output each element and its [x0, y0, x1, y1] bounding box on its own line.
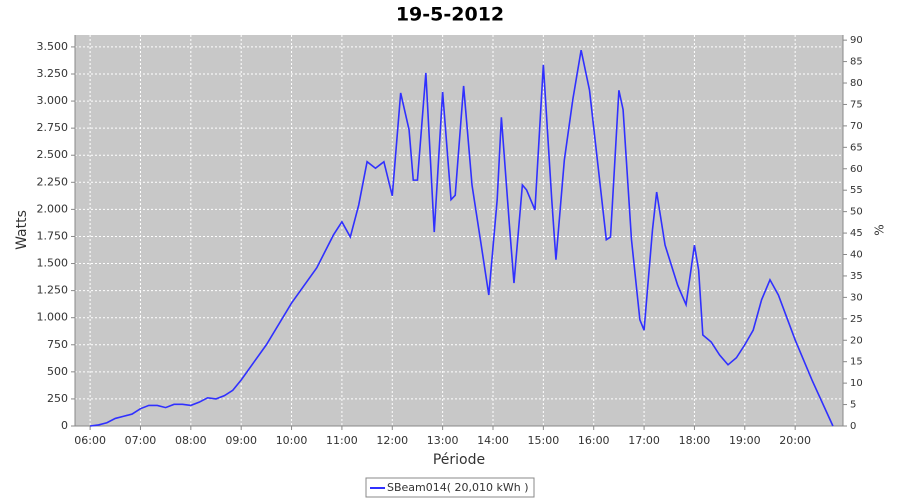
y2-tick-label: 40 [850, 250, 863, 261]
legend-label: SBeam014( 20,010 kWh ) [387, 481, 529, 494]
x-tick-label: 16:00 [578, 434, 610, 447]
y2-tick-label: 15 [850, 357, 863, 368]
y2-tick-label: 5 [850, 400, 856, 411]
y-tick-label: 2.250 [37, 175, 69, 188]
x-tick-label: 18:00 [679, 434, 711, 447]
y2-tick-label: 45 [850, 228, 863, 239]
y2-tick-label: 80 [850, 78, 863, 89]
y2-tick-label: 25 [850, 314, 863, 325]
y2-tick-label: 75 [850, 99, 863, 110]
y-tick-label: 750 [47, 338, 68, 351]
y2-tick-label: 35 [850, 271, 863, 282]
y2-tick-label: 20 [850, 335, 863, 346]
x-tick-label: 11:00 [326, 434, 358, 447]
y-tick-label: 0 [61, 419, 68, 432]
x-tick-label: 17:00 [628, 434, 660, 447]
y-tick-label: 2.500 [37, 148, 69, 161]
data-line [90, 49, 834, 427]
x-tick-label: 15:00 [528, 434, 560, 447]
y-tick-label: 3.500 [37, 40, 69, 53]
x-tick-label: 12:00 [376, 434, 408, 447]
legend [365, 477, 535, 498]
x-tick-label: 20:00 [779, 434, 811, 447]
x-tick-label: 10:00 [276, 434, 308, 447]
y2-tick-label: 65 [850, 142, 863, 153]
x-tick-label: 07:00 [125, 434, 157, 447]
x-tick-label: 19:00 [729, 434, 761, 447]
plot-area [75, 35, 843, 426]
y2-tick-label: 70 [850, 121, 863, 132]
y2-tick-label: 50 [850, 207, 863, 218]
chart-title: 19-5-2012 [396, 4, 504, 26]
x-tick-label: 09:00 [225, 434, 257, 447]
y2-tick-label: 0 [850, 421, 856, 432]
x-tick-label: 14:00 [477, 434, 509, 447]
x-tick-label: 08:00 [175, 434, 207, 447]
y2-tick-label: 90 [850, 35, 863, 46]
y2-tick-label: 10 [850, 378, 863, 389]
y2-axis-label: % [873, 224, 887, 235]
y-tick-label: 3.000 [37, 94, 69, 107]
x-tick-label: 13:00 [427, 434, 459, 447]
y-tick-label: 2.750 [37, 121, 69, 134]
y2-tick-label: 85 [850, 57, 863, 68]
y-tick-label: 2.000 [37, 202, 69, 215]
y-tick-label: 500 [47, 365, 68, 378]
y2-tick-label: 55 [850, 185, 863, 196]
y2-tick-label: 60 [850, 164, 863, 175]
x-tick-label: 06:00 [74, 434, 106, 447]
x-axis-label: Période [433, 452, 485, 468]
y-tick-label: 250 [47, 392, 68, 405]
y-axis-label: Watts [14, 210, 30, 250]
y2-tick-label: 30 [850, 292, 863, 303]
y-tick-label: 1.750 [37, 229, 69, 242]
y-tick-label: 1.250 [37, 284, 69, 297]
y-tick-label: 1.000 [37, 311, 69, 324]
y-tick-label: 3.250 [37, 67, 69, 80]
y-tick-label: 1.500 [37, 257, 69, 270]
